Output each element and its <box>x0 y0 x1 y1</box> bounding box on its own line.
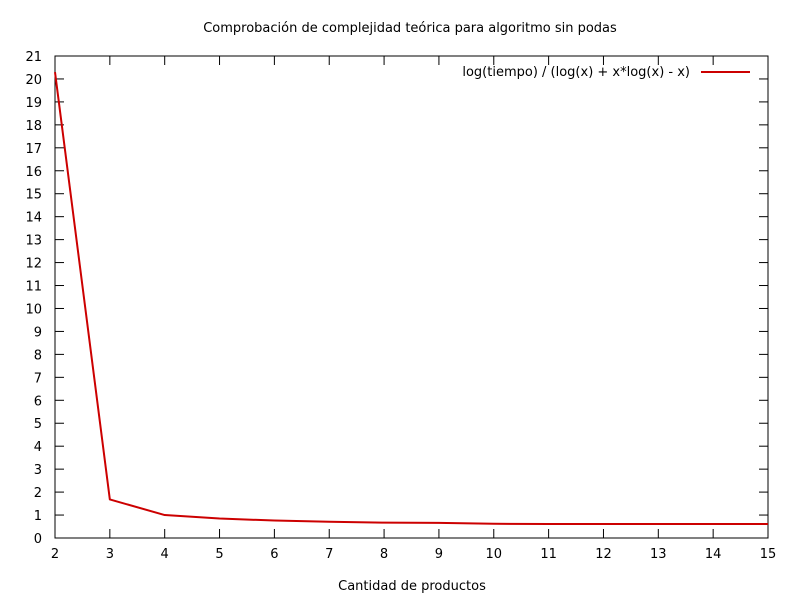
y-tick-label: 14 <box>25 211 42 226</box>
y-tick-label: 8 <box>34 348 42 363</box>
x-tick-label: 3 <box>106 547 114 562</box>
x-tick-label: 14 <box>705 547 722 562</box>
y-tick-label: 0 <box>34 532 42 547</box>
y-tick-label: 17 <box>25 142 42 157</box>
y-tick-label: 16 <box>25 165 42 180</box>
x-tick-label: 11 <box>540 547 557 562</box>
y-tick-label: 9 <box>34 325 42 340</box>
y-tick-label: 3 <box>34 463 42 478</box>
x-tick-label: 9 <box>435 547 443 562</box>
y-tick-label: 4 <box>34 440 42 455</box>
y-tick-label: 11 <box>25 280 42 295</box>
x-tick-label: 10 <box>485 547 502 562</box>
x-tick-label: 7 <box>325 547 333 562</box>
y-tick-label: 12 <box>25 257 42 272</box>
y-tick-label: 21 <box>25 50 42 65</box>
y-tick-label: 10 <box>25 302 42 317</box>
plot-frame <box>54 55 769 539</box>
y-tick-label: 5 <box>34 417 42 432</box>
axis-ticks: 2 3 4 5 6 7 8 9 10 11 12 13 14 1501234567891011121314… <box>25 50 776 562</box>
y-tick-label: 7 <box>34 371 42 386</box>
y-tick-label: 13 <box>25 234 42 249</box>
x-tick-label: 8 <box>380 547 388 562</box>
y-tick-label: 2 <box>34 486 42 501</box>
legend: log(tiempo) / (log(x) + x*log(x) - x) <box>462 65 750 80</box>
y-tick-label: 19 <box>25 96 42 111</box>
y-tick-label: 20 <box>25 73 42 88</box>
x-tick-label: 4 <box>161 547 169 562</box>
x-tick-label: 15 <box>760 547 777 562</box>
plot-area <box>54 71 769 525</box>
y-tick-label: 15 <box>25 188 42 203</box>
x-tick-label: 6 <box>270 547 278 562</box>
series-line <box>54 71 768 525</box>
x-tick-label: 13 <box>650 547 667 562</box>
y-tick-label: 6 <box>34 394 42 409</box>
x-tick-label: 2 <box>51 547 59 562</box>
x-axis-label: Cantidad de productos <box>338 579 486 594</box>
x-tick-label: 5 <box>215 547 223 562</box>
chart-title: Comprobación de complejidad teórica para… <box>203 21 617 36</box>
x-tick-label: 12 <box>595 547 612 562</box>
y-tick-label: 1 <box>34 509 42 524</box>
legend-label: log(tiempo) / (log(x) + x*log(x) - x) <box>462 65 690 80</box>
y-tick-label: 18 <box>25 119 42 134</box>
